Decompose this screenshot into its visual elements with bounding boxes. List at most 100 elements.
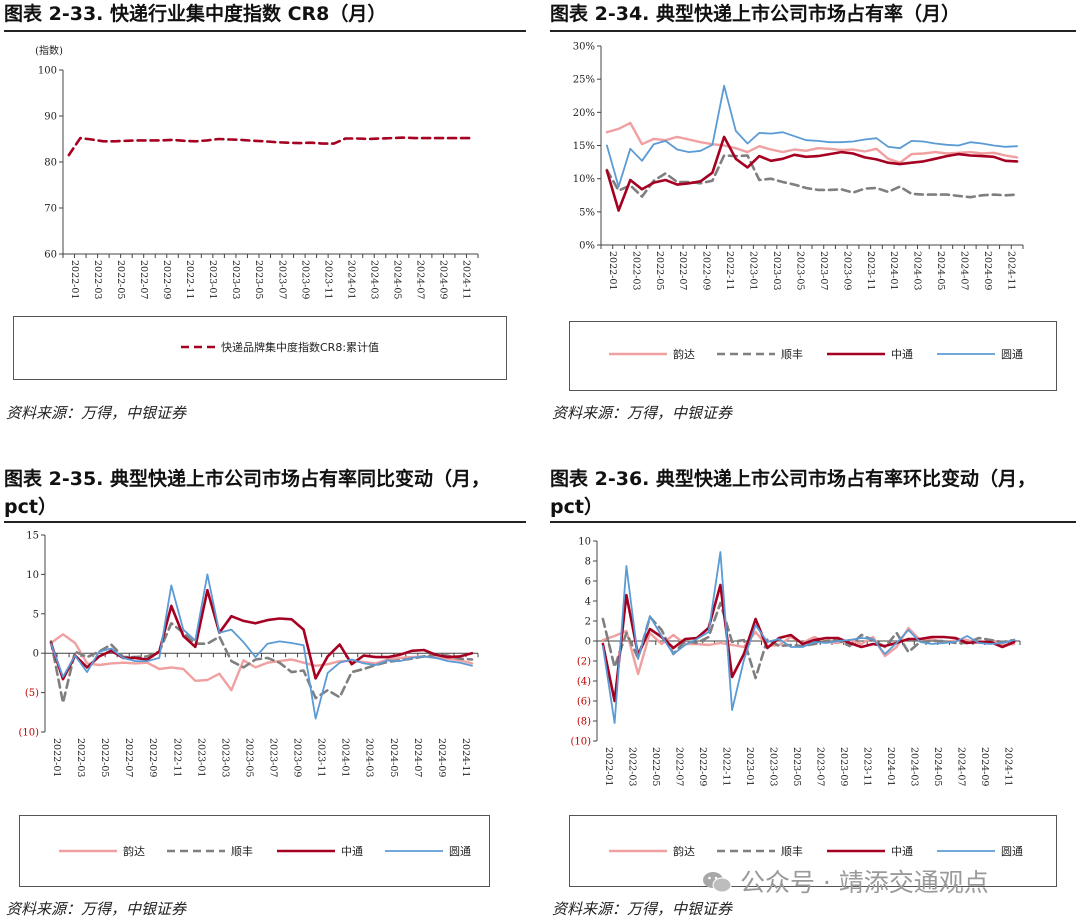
x-tick-label: 2023-09	[299, 260, 310, 299]
x-tick-label: 2022-09	[161, 260, 172, 299]
x-tick-label: 2024-11	[1005, 251, 1016, 290]
x-tick-label: 2022-05	[115, 260, 126, 299]
y-tick-label: 90	[44, 112, 57, 123]
sf-series-line	[605, 154, 1019, 199]
x-tick-label: 2024-01	[345, 260, 356, 299]
x-tick-label: 2022-09	[147, 738, 158, 777]
yto-legend-label: 圆通	[1001, 845, 1023, 858]
x-tick-label: 2023-05	[243, 738, 254, 777]
yunda-legend-label: 韵达	[123, 844, 145, 858]
x-tick-label: 2023-05	[791, 747, 802, 786]
x-tick-label: 2022-11	[724, 251, 735, 290]
panel-1-legend: 快递品牌集中度指数CR8:累计值	[181, 340, 379, 354]
x-tick-label: 2024-03	[912, 251, 923, 290]
x-tick-label: 2023-01	[195, 738, 206, 777]
panel-4-title: 图表 2-36. 典型快递上市公司市场占有率环比变动（月，	[550, 468, 1036, 490]
x-tick-label: 2023-11	[322, 260, 333, 299]
sf-legend-label: 顺丰	[781, 348, 803, 361]
yunda-series-line	[49, 633, 474, 692]
y-tick-label: 0	[585, 637, 591, 648]
x-tick-label: 2024-11	[1002, 747, 1013, 786]
x-tick-label: 2024-03	[908, 747, 919, 786]
x-tick-label: 2022-11	[720, 747, 731, 786]
x-tick-label: 2024-05	[935, 251, 946, 290]
yunda-legend-label: 韵达	[673, 347, 695, 361]
panel-1-title: 图表 2-33. 快递行业集中度指数 CR8（月）	[4, 3, 387, 25]
y-tick-label: 0	[33, 649, 39, 660]
y-tick-label: 100	[38, 66, 57, 77]
x-tick-label: 2023-09	[841, 251, 852, 290]
zto-series-line	[605, 135, 1019, 212]
x-tick-label: 2024-05	[932, 747, 943, 786]
panel-2-source: 资料来源：万得，中银证券	[552, 404, 733, 422]
x-tick-label: 2023-11	[865, 251, 876, 290]
y-tick-label: (5)	[25, 688, 39, 699]
panel-1-legend-box	[13, 316, 507, 380]
panel-1-source: 资料来源：万得，中银证券	[6, 404, 187, 422]
x-tick-label: 2022-05	[654, 251, 665, 290]
x-tick-label: 2024-09	[436, 738, 447, 777]
x-tick-label: 2022-11	[184, 260, 195, 299]
x-tick-label: 2024-05	[392, 260, 403, 299]
panel-3-title-line2: pct）	[4, 496, 57, 518]
panel-3-legend: 韵达 顺丰 中通 圆通	[59, 844, 471, 858]
zto-legend-label: 中通	[891, 845, 913, 858]
y-tick-label: 70	[44, 204, 57, 215]
y-tick-label: 4	[585, 597, 591, 608]
watermark: 公众号 · 靖添交通观点	[702, 863, 989, 899]
y-axis-label: (指数)	[35, 44, 63, 57]
y-tick-label: 0%	[579, 241, 595, 252]
x-tick-label: 2022-01	[607, 251, 618, 290]
y-tick-label: 80	[44, 158, 57, 169]
yto-legend-label: 圆通	[449, 845, 471, 858]
x-tick-label: 2023-01	[744, 747, 755, 786]
y-tick-label: 25%	[573, 75, 595, 86]
panel-3-source: 资料来源：万得，中银证券	[6, 900, 187, 918]
y-tick-label: 60	[44, 250, 57, 261]
x-tick-label: 2022-01	[51, 738, 62, 777]
x-tick-label: 2022-03	[92, 260, 103, 299]
x-tick-label: 2024-01	[340, 738, 351, 777]
x-tick-label: 2023-03	[219, 738, 230, 777]
x-tick-label: 2024-03	[364, 738, 375, 777]
y-tick-label: 10	[578, 537, 591, 548]
panel-2-legend-box	[569, 321, 1057, 391]
yunda-legend-label: 韵达	[673, 844, 695, 858]
panel-2-legend: 韵达 顺丰 中通 圆通	[609, 347, 1023, 361]
y-tick-label: 15%	[573, 141, 595, 152]
x-tick-label: 2023-09	[838, 747, 849, 786]
y-tick-label: 10%	[573, 174, 595, 185]
yunda-series-line	[605, 121, 1019, 164]
market-share-mom-chart: (10) (8) (6) (4) (2) 0 2 4 6 8 10 2022-01 2022-03 202…	[570, 537, 1021, 786]
x-tick-label: 2024-09	[979, 747, 990, 786]
cr8-index-chart: 60 70 80 90 100 (指数) 2022-01 2022-03 2022-05 2022…	[35, 44, 479, 299]
x-tick-label: 2024-01	[888, 251, 899, 290]
x-tick-label: 2024-05	[388, 738, 399, 777]
panel-2-rule	[550, 30, 1076, 32]
x-tick-label: 2023-01	[207, 260, 218, 299]
y-tick-label: 5	[33, 609, 39, 620]
yunda-series-line	[601, 626, 1016, 676]
x-tick-label: 2022-03	[75, 738, 86, 777]
y-tick-label: 20%	[573, 108, 595, 119]
x-tick-label: 2023-03	[767, 747, 778, 786]
x-tick-label: 2022-03	[626, 747, 637, 786]
x-tick-label: 2024-09	[438, 260, 449, 299]
sf-legend-label: 顺丰	[781, 845, 803, 858]
x-tick-label: 2024-07	[412, 738, 423, 777]
y-tick-label: (6)	[577, 697, 591, 708]
y-tick-label: 8	[585, 557, 591, 568]
yto-series-line	[50, 573, 473, 720]
x-tick-label: 2023-05	[794, 251, 805, 290]
x-tick-label: 2022-09	[701, 251, 712, 290]
x-tick-label: 2023-11	[316, 738, 327, 777]
sf-legend-label: 顺丰	[231, 845, 253, 858]
x-tick-label: 2022-03	[630, 251, 641, 290]
panel-3-title: 图表 2-35. 典型快递上市公司市场占有率同比变动（月，	[4, 468, 490, 490]
x-tick-label: 2024-09	[982, 251, 993, 290]
zto-legend-label: 中通	[341, 845, 363, 858]
panel-2-title: 图表 2-34. 典型快递上市公司市场占有率（月）	[550, 3, 960, 25]
x-tick-label: 2024-03	[368, 260, 379, 299]
y-tick-label: 30%	[573, 42, 595, 53]
x-tick-label: 2022-07	[677, 251, 688, 290]
